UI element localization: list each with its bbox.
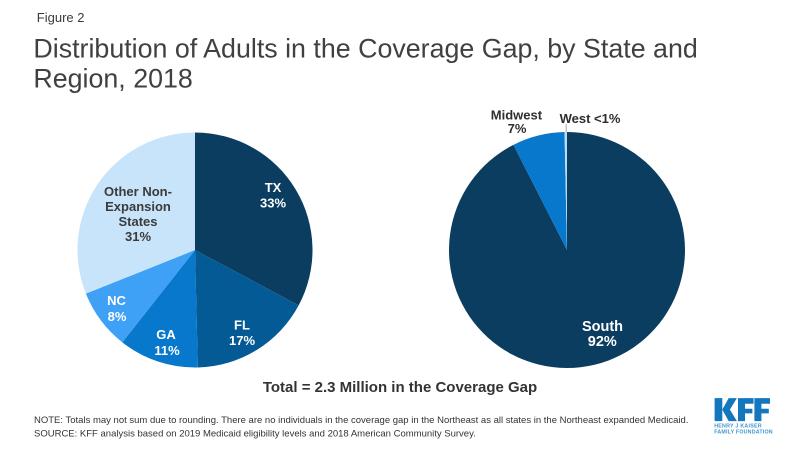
svg-text:11%: 11% bbox=[154, 343, 180, 358]
svg-text:HENRY J KAISER: HENRY J KAISER bbox=[714, 424, 762, 430]
svg-text:NC: NC bbox=[107, 293, 126, 308]
svg-text:17%: 17% bbox=[229, 333, 255, 348]
svg-text:South: South bbox=[582, 319, 623, 335]
svg-text:GA: GA bbox=[156, 327, 176, 342]
svg-text:TX: TX bbox=[265, 180, 282, 195]
svg-text:Midwest: Midwest bbox=[491, 107, 543, 122]
svg-text:FAMILY FOUNDATION: FAMILY FOUNDATION bbox=[714, 429, 773, 435]
svg-text:FL: FL bbox=[234, 318, 250, 333]
svg-text:Distribution of Adults in the: Distribution of Adults in the Coverage G… bbox=[33, 34, 697, 64]
svg-text:SOURCE: KFF analysis based on: SOURCE: KFF analysis based on 2019 Medic… bbox=[34, 428, 476, 439]
svg-text:Region, 2018: Region, 2018 bbox=[33, 64, 192, 94]
svg-text:Other Non-: Other Non- bbox=[104, 184, 172, 199]
svg-text:States: States bbox=[118, 214, 157, 229]
svg-text:Total = 2.3 Million in the Cov: Total = 2.3 Million in the Coverage Gap bbox=[263, 379, 537, 396]
svg-text:8%: 8% bbox=[108, 309, 127, 324]
svg-text:West <1%: West <1% bbox=[560, 111, 621, 126]
svg-text:Figure 2: Figure 2 bbox=[37, 10, 85, 25]
svg-text:92%: 92% bbox=[588, 334, 617, 350]
svg-text:NOTE: Totals may not sum due t: NOTE: Totals may not sum due to rounding… bbox=[34, 415, 688, 426]
svg-text:31%: 31% bbox=[125, 229, 151, 244]
svg-text:7%: 7% bbox=[508, 121, 527, 136]
svg-text:Expansion: Expansion bbox=[105, 199, 171, 214]
svg-text:33%: 33% bbox=[260, 196, 286, 211]
